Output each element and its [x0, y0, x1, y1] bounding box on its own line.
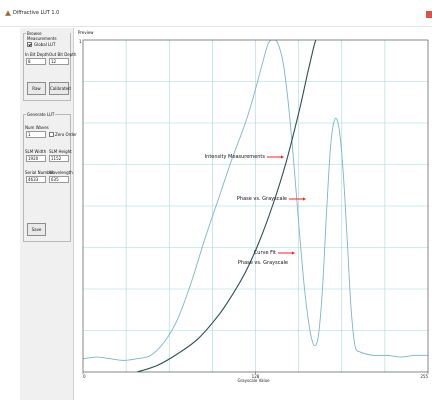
- in-bit-depth-input[interactable]: 8: [26, 58, 46, 65]
- zero-order-label: Zero Order: [55, 132, 77, 137]
- plot-series: [83, 40, 428, 372]
- annotation-intensity-arrow-head: [281, 155, 284, 159]
- left-control-pane: Browse Measurements Global LUT In Bit De…: [20, 28, 77, 400]
- generate-lut-title: Generate LUT: [26, 112, 56, 117]
- global-lut-label: Global LUT: [34, 42, 56, 47]
- x-tick-label: 0: [83, 374, 86, 379]
- slm-height-input[interactable]: 1152: [49, 155, 69, 162]
- plot-annotations: Intensity Measurements Phase vs. Grayscal…: [205, 154, 306, 266]
- slm-width-label: SLM Width: [25, 149, 47, 154]
- wavelength-input[interactable]: 635: [49, 176, 69, 183]
- num-waves-input[interactable]: 1: [26, 131, 46, 138]
- serial-number-input[interactable]: 4633: [26, 176, 46, 183]
- x-axis-label: Grayscale Value: [237, 378, 270, 383]
- curve-fit-phase-curve: [136, 40, 317, 372]
- generate-lut-group: Generate LUT Num Waves 1 Zero Order SLM …: [23, 112, 77, 242]
- annotation-curve-fit-text: Curve Fit: [254, 250, 276, 256]
- out-bit-depth-input[interactable]: 12: [49, 58, 69, 65]
- in-bit-depth-label: In Bit Depth: [25, 52, 49, 57]
- close-button[interactable]: [426, 11, 432, 18]
- annotation-phase-arrow-head: [303, 197, 306, 201]
- browse-measurements-group: Browse Measurements Global LUT In Bit De…: [23, 31, 76, 101]
- plot-background: [78, 36, 432, 400]
- calibrated-button[interactable]: Calibrated: [49, 82, 71, 95]
- annotation-intensity-text: Intensity Measurements: [205, 154, 266, 160]
- num-waves-label: Num Waves: [25, 125, 49, 130]
- serial-number-label: Serial Number: [25, 170, 54, 175]
- title-bar: Diffractive LUT 1.0: [0, 0, 432, 27]
- raw-button[interactable]: Raw: [27, 82, 46, 95]
- wavelength-label: Wavelength: [49, 170, 73, 175]
- x-tick-label: 255: [420, 374, 428, 379]
- browse-measurements-title: Browse Measurements: [26, 31, 70, 41]
- annotation-phase-text: Phase vs. Grayscale: [237, 196, 287, 202]
- app-icon: [5, 10, 11, 16]
- slm-width-input[interactable]: 1920: [26, 155, 46, 162]
- zero-order-checkbox[interactable]: [49, 132, 54, 137]
- intensity-measurements-curve: [83, 40, 428, 361]
- plot-grid: [83, 40, 428, 372]
- window-title: Diffractive LUT 1.0: [13, 10, 60, 16]
- save-button[interactable]: Save: [27, 223, 46, 236]
- preview-label: Preview: [78, 30, 94, 35]
- annotation-curve-fit-phase-text: Phase vs. Grayscale: [238, 260, 288, 266]
- annotation-curve-fit-arrow-head: [292, 251, 295, 255]
- plot-axes: 0 128 255 1 Grayscale Value: [79, 39, 428, 383]
- y-tick-label: 1: [79, 39, 82, 44]
- out-bit-depth-label: Out Bit Depth: [49, 52, 77, 57]
- x-tick-label: 128: [252, 374, 260, 379]
- slm-height-label: SLM Height: [49, 149, 72, 154]
- global-lut-checkbox[interactable]: [27, 42, 32, 47]
